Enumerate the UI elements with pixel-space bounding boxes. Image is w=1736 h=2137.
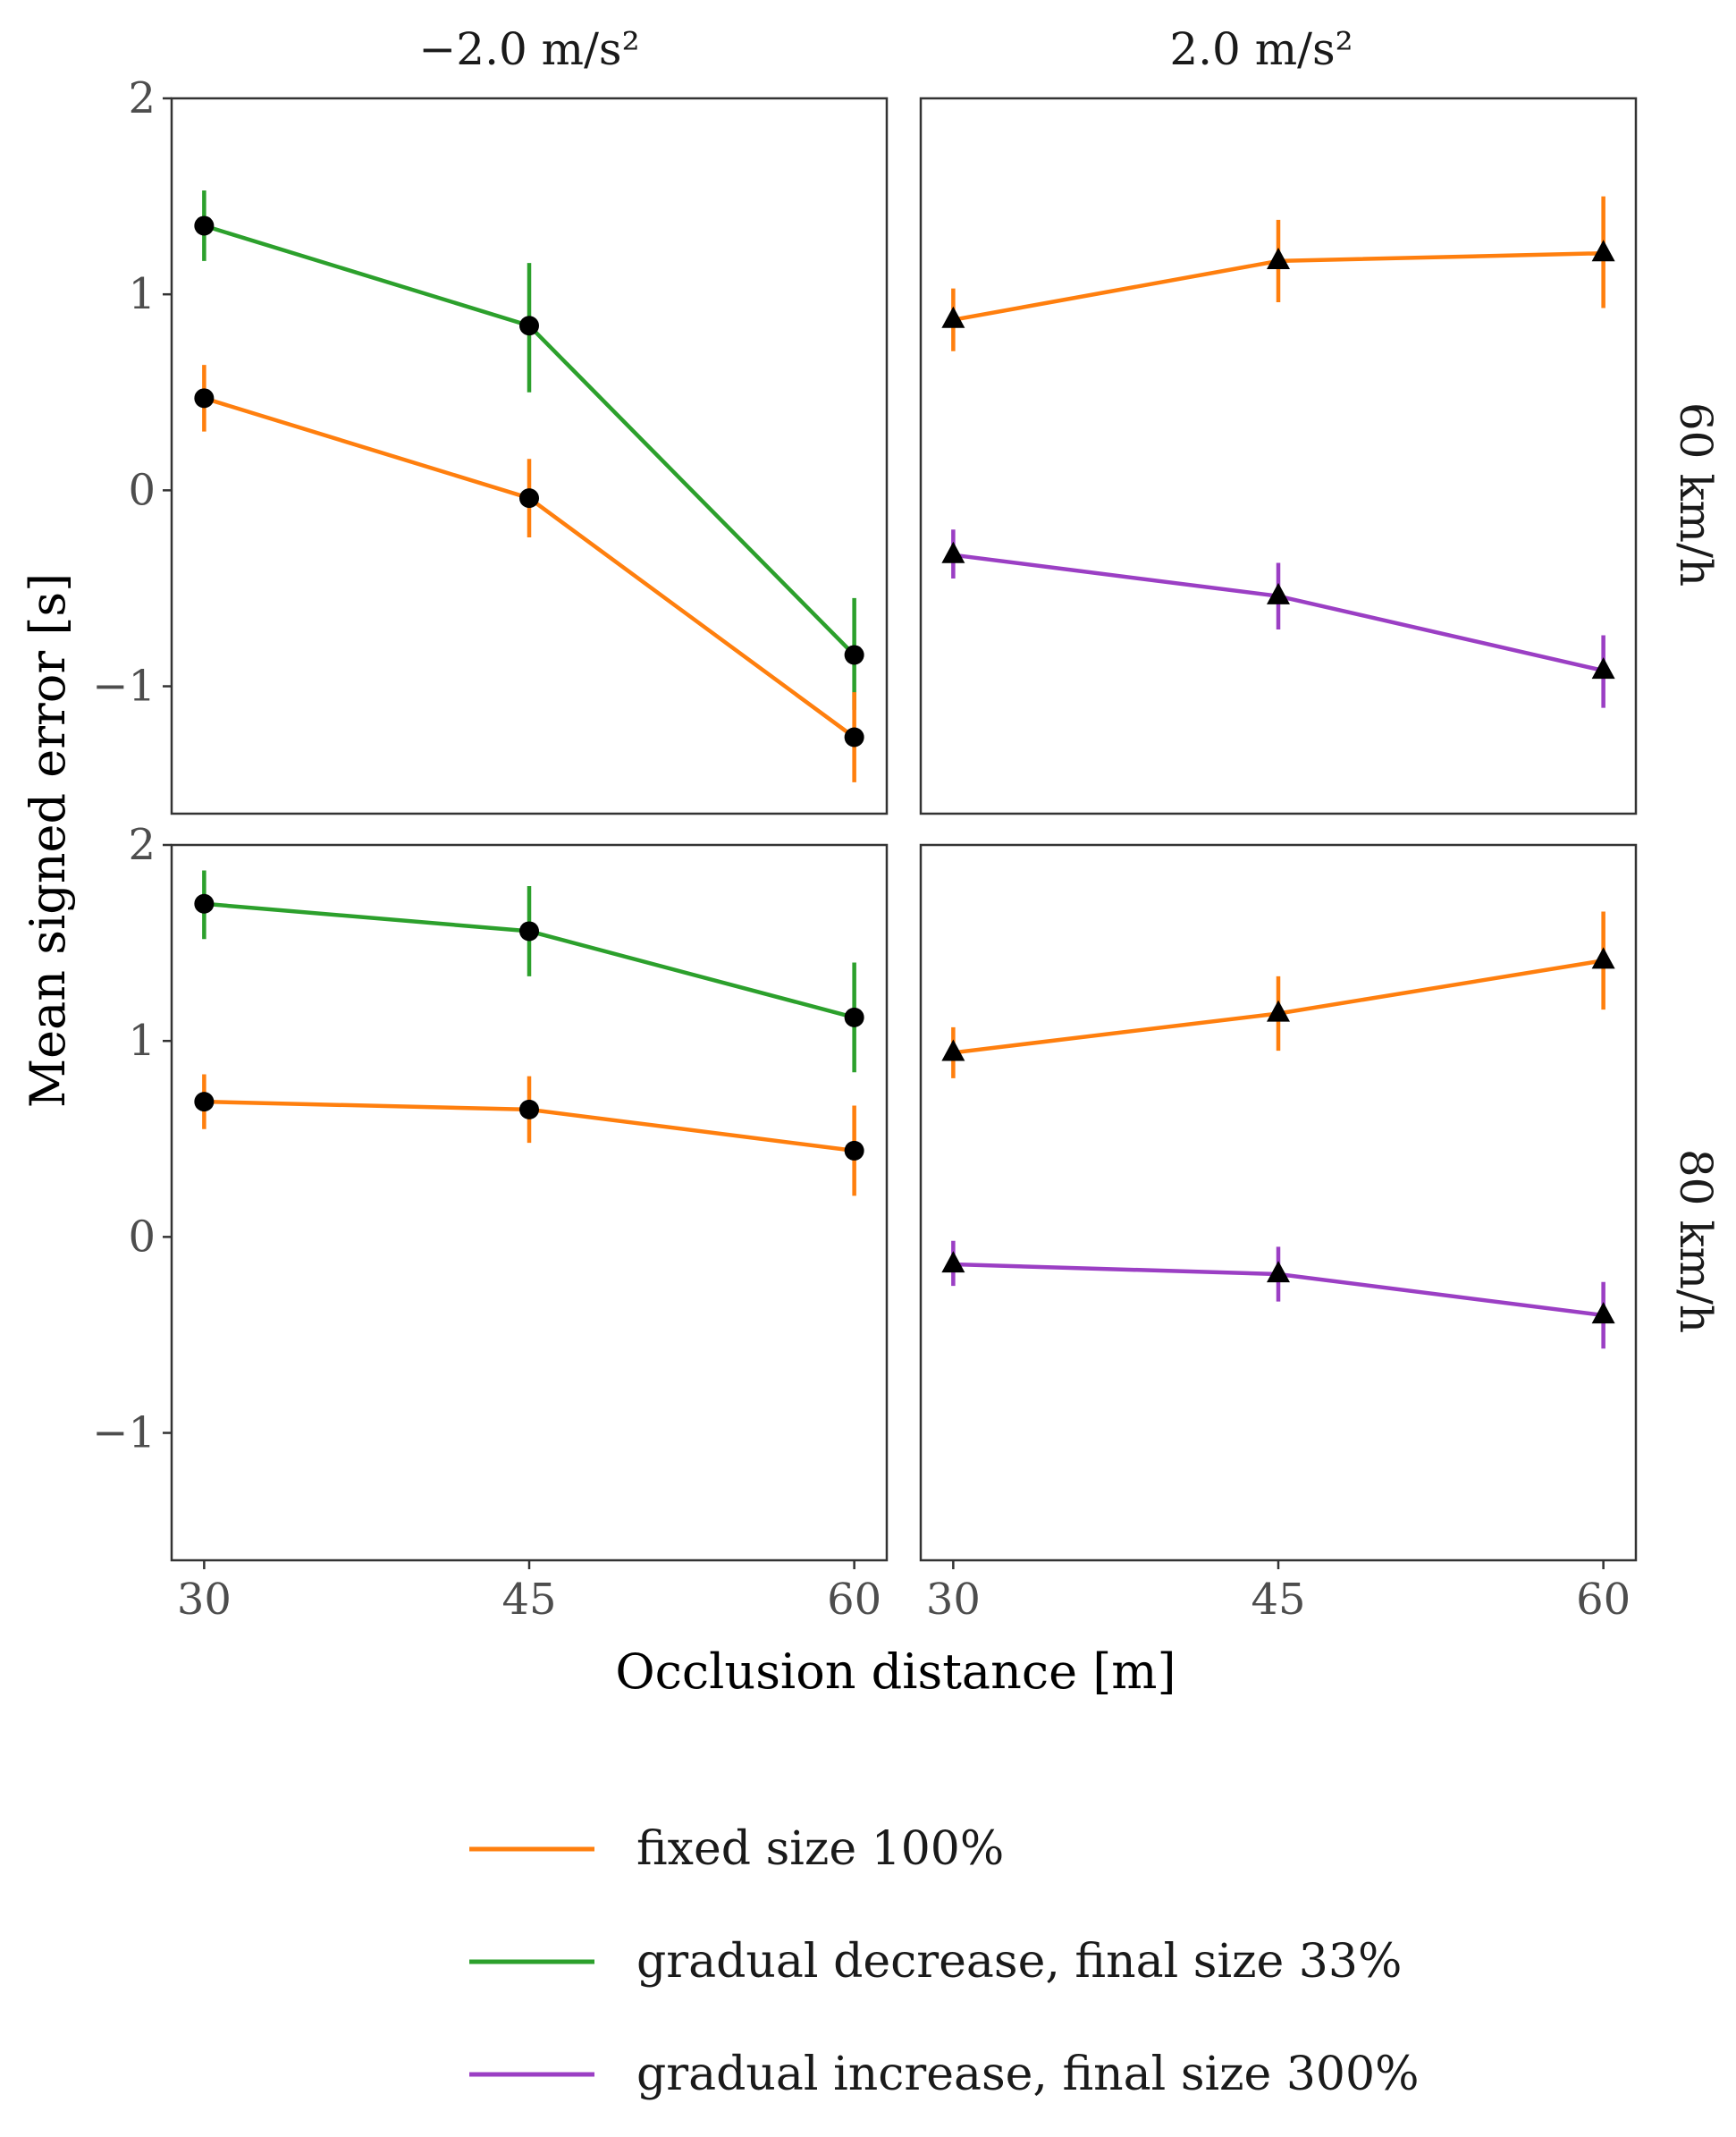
data-point-triangle	[941, 306, 965, 328]
legend-item: gradual decrease, final size 33%	[469, 1935, 1402, 1989]
panel-0-1	[919, 97, 1638, 815]
data-point-triangle	[1267, 1000, 1290, 1022]
x-tick-label: 60	[1576, 1575, 1631, 1625]
data-point-circle	[844, 727, 864, 748]
facet-strips: −2.0 m/s² 2.0 m/s² 60 km/h 80 km/h	[418, 23, 1722, 1333]
y-tick-label: −1	[92, 662, 156, 712]
y-tick-label: 1	[128, 1016, 156, 1066]
data-point-circle	[519, 921, 539, 942]
data-point-triangle	[1591, 947, 1615, 969]
data-point-circle	[519, 316, 539, 336]
data-point-triangle	[1591, 240, 1615, 262]
data-point-triangle	[1267, 1261, 1290, 1283]
data-point-circle	[194, 215, 215, 236]
panel-1-1	[919, 843, 1638, 1562]
x-tick-label: 45	[1251, 1575, 1305, 1625]
x-axis-title: Occlusion distance [m]	[615, 1643, 1176, 1700]
panel-border	[170, 97, 889, 815]
legend: fixed size 100% gradual decrease, final s…	[469, 1822, 1420, 2101]
x-tick-label: 30	[177, 1575, 232, 1625]
legend-item: fixed size 100%	[469, 1822, 1004, 1876]
data-point-circle	[844, 1140, 864, 1161]
panel-0-0	[170, 97, 889, 815]
data-point-circle	[844, 645, 864, 665]
legend-item: gradual increase, final size 300%	[469, 2048, 1420, 2101]
data-point-triangle	[1591, 1302, 1615, 1324]
data-point-triangle	[1267, 582, 1290, 604]
y-tick-label: 2	[128, 73, 156, 123]
y-axis-title: Mean signed error [s]	[20, 573, 76, 1108]
data-point-circle	[194, 893, 215, 914]
row-strip-label: 80 km/h	[1670, 1149, 1722, 1333]
x-tick-label: 45	[501, 1575, 556, 1625]
panel-border	[919, 97, 1638, 815]
panel-1-0	[170, 843, 889, 1562]
legend-label: fixed size 100%	[636, 1822, 1004, 1876]
x-tick-label: 30	[926, 1575, 981, 1625]
data-point-circle	[519, 488, 539, 509]
panel-border	[919, 843, 1638, 1562]
data-point-circle	[844, 1007, 864, 1027]
legend-label: gradual decrease, final size 33%	[636, 1935, 1402, 1989]
data-point-circle	[519, 1099, 539, 1119]
axis-ticks: −1 0 1 2 −1 0 1 2 30 45 60 30 45 60	[92, 73, 1631, 1625]
data-point-circle	[194, 388, 215, 409]
data-point-triangle	[941, 1251, 965, 1273]
data-point-triangle	[941, 1039, 965, 1061]
column-strip-label: −2.0 m/s²	[418, 23, 639, 75]
x-tick-label: 60	[827, 1575, 881, 1625]
data-point-triangle	[941, 541, 965, 563]
data-point-triangle	[1267, 248, 1290, 270]
y-tick-label: 1	[128, 269, 156, 319]
y-tick-label: 0	[128, 1212, 156, 1262]
legend-label: gradual increase, final size 300%	[636, 2048, 1420, 2101]
y-tick-label: 2	[128, 820, 156, 870]
column-strip-label: 2.0 m/s²	[1169, 23, 1353, 75]
data-point-triangle	[1591, 657, 1615, 680]
panels	[170, 97, 1638, 1562]
y-tick-label: −1	[92, 1408, 156, 1458]
data-point-circle	[194, 1092, 215, 1112]
row-strip-label: 60 km/h	[1670, 402, 1722, 587]
y-tick-label: 0	[128, 465, 156, 515]
